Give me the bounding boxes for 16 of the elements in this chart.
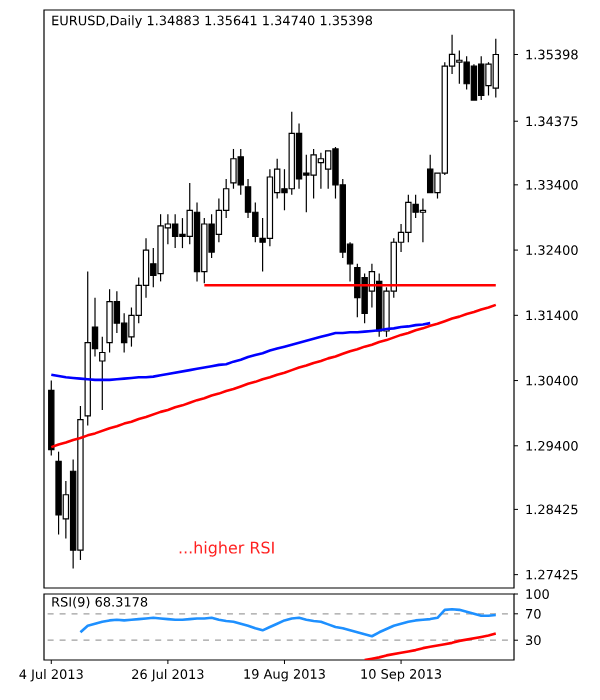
candlestick xyxy=(361,272,368,324)
candlestick xyxy=(317,152,325,190)
candlestick xyxy=(157,213,164,282)
candlestick xyxy=(295,122,303,190)
line-series xyxy=(79,607,498,638)
candlestick xyxy=(419,197,427,243)
candlestick xyxy=(426,154,434,194)
candlestick xyxy=(171,213,179,249)
candlestick xyxy=(201,217,208,284)
candlestick xyxy=(324,150,332,190)
candlestick xyxy=(477,55,485,101)
candlestick xyxy=(456,49,463,85)
candlestick xyxy=(485,61,492,97)
candlestick xyxy=(179,217,186,249)
candlestick xyxy=(492,38,500,99)
candlestick xyxy=(470,63,478,101)
